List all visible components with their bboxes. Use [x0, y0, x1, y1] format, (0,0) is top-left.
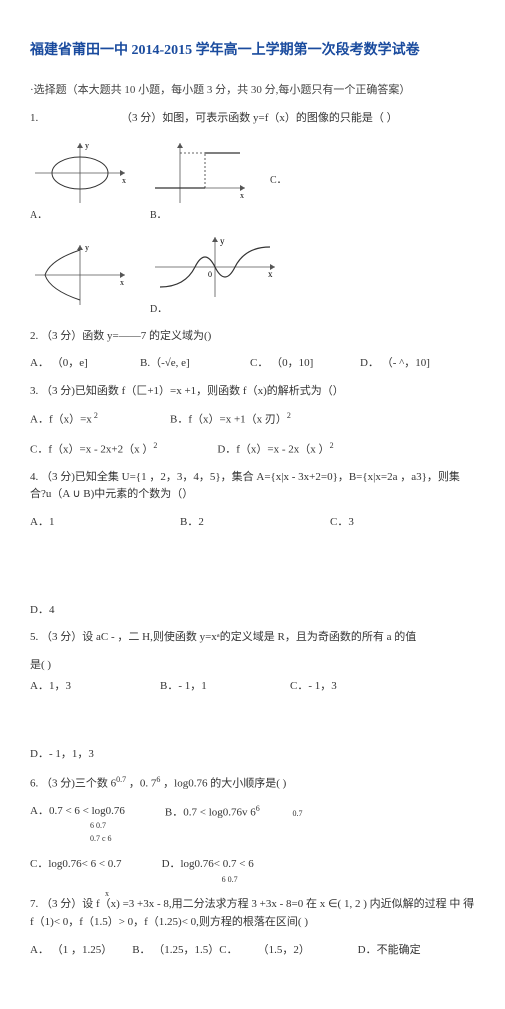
opt-a: A． [30, 208, 47, 224]
question-2: 2. （3 分）函数 y=——7 的定义域为() [30, 328, 475, 346]
q2-d: D． （- ^，10] [360, 355, 440, 373]
q3-a: A．f（x）=x2 [30, 410, 110, 429]
page-title: 福建省莆田一中 2014-2015 学年高一上学期第一次段考数学试卷 [30, 40, 475, 62]
q7-c: （1.5，2） [258, 942, 338, 960]
question-7: x 7. （3 分）设 f（x) =3 +3x - 8,用二分法求方程 3 +3… [30, 896, 475, 931]
q2-b: B.（-√e, e] [140, 355, 220, 373]
svg-text:y: y [220, 236, 225, 246]
q4-c: C．3 [330, 514, 410, 532]
svg-text:y: y [85, 141, 89, 150]
q1-graphs: x y A． x B． C． [30, 138, 475, 224]
q6-opts-2: C．log0.76< 6 < 0.7 D．log0.76< 0.7 < 6 6 … [30, 856, 475, 886]
q1-graphs-2: x y x y 0 D． [30, 232, 475, 318]
graph-b: x B． [150, 138, 250, 224]
q5-d: D．- 1，1，3 [30, 746, 110, 764]
graph-c: x y [30, 240, 130, 310]
q2-c: C． （0，10] [250, 355, 330, 373]
q4-d: D．4 [30, 602, 110, 620]
svg-text:x: x [240, 191, 244, 200]
graph-c-label: C． [270, 173, 287, 189]
opt-b: B． [150, 208, 167, 224]
svg-text:x: x [268, 269, 273, 279]
q2-opts: A． （0，e] B.（-√e, e] C． （0，10] D． （- ^，10… [30, 355, 475, 373]
opt-c: C． [270, 173, 287, 189]
svg-text:x: x [120, 278, 124, 287]
q6-d: D．log0.76< 0.7 < 6 6 0.7 [162, 856, 254, 886]
q1-num: 1. [30, 112, 38, 124]
opt-d: D． [150, 302, 167, 318]
q3-d: D．f（x）=x - 2x（x ）2 [217, 440, 333, 459]
q1-text: （3 分）如图，可表示函数 y=f（x）的图像的只能是（ ） [121, 112, 398, 124]
question-4: 4. （3 分)已知全集 U={1 ，2，3，4，5}，集合 A={x|x - … [30, 469, 475, 504]
graph-d: x y 0 D． [150, 232, 280, 318]
q6-b: B．0.7 < log0.76v 66 0.7 [165, 803, 303, 846]
q3-opts-1: A．f（x）=x2 B．f（x）=x +1（x 刃）2 [30, 410, 475, 429]
q5-opts: A．1，3 B．- 1，1 C．- 1，3 D．- 1，1，3 [30, 678, 475, 763]
q7-opts: A． （1 ，1.25） B． （1.25，1.5）C． （1.5，2） D．不… [30, 942, 475, 960]
question-5: 5. （3 分）设 aC - ，二 H,则使函数 y=xᵃ的定义域是 R，且为奇… [30, 629, 475, 647]
q4-a: A．1 [30, 514, 110, 532]
question-1: 1. （3 分）如图，可表示函数 y=f（x）的图像的只能是（ ） [30, 110, 475, 128]
q5-b: B．- 1，1 [160, 678, 240, 696]
q4-opts: A．1 B．2 C．3 D．4 [30, 514, 475, 619]
q2-a: A． （0，e] [30, 355, 110, 373]
q6-c: C．log0.76< 6 < 0.7 [30, 856, 122, 886]
svg-text:0: 0 [208, 270, 212, 279]
q5-c: C．- 1，3 [290, 678, 370, 696]
q3-c: C．f（x）=x - 2x+2（x ）2 [30, 440, 157, 459]
q3-b: B．f（x）=x +1（x 刃）2 [170, 410, 291, 429]
q5-a: A．1，3 [30, 678, 110, 696]
q6-a: A．0.7 < 6 < log0.76 6 0.70.7 c 6 [30, 803, 125, 846]
question-6: 6. （3 分)三个数 60.7 ，0. 76 ，log0.76 的大小顺序是(… [30, 774, 475, 793]
question-3: 3. （3 分)已知函数 f（匚+1）=x +1，则函数 f（x)的解析式为（） [30, 383, 475, 401]
q4-b: B．2 [180, 514, 260, 532]
q7-b: B． （1.25，1.5）C． [132, 942, 237, 960]
svg-text:x: x [122, 176, 126, 185]
q3-opts-2: C．f（x）=x - 2x+2（x ）2 D．f（x）=x - 2x（x ）2 [30, 440, 475, 459]
svg-text:y: y [85, 243, 89, 252]
section-header: ·选择题（本大题共 10 小题，每小题 3 分，共 30 分,每小题只有一个正确… [30, 82, 475, 100]
q5-tail: 是( ) [30, 657, 475, 675]
graph-a: x y A． [30, 138, 130, 224]
q7-a: A． （1 ，1.25） [30, 942, 112, 960]
q6-opts-1: A．0.7 < 6 < log0.76 6 0.70.7 c 6 B．0.7 <… [30, 803, 475, 846]
q7-d: D．不能确定 [358, 942, 438, 960]
